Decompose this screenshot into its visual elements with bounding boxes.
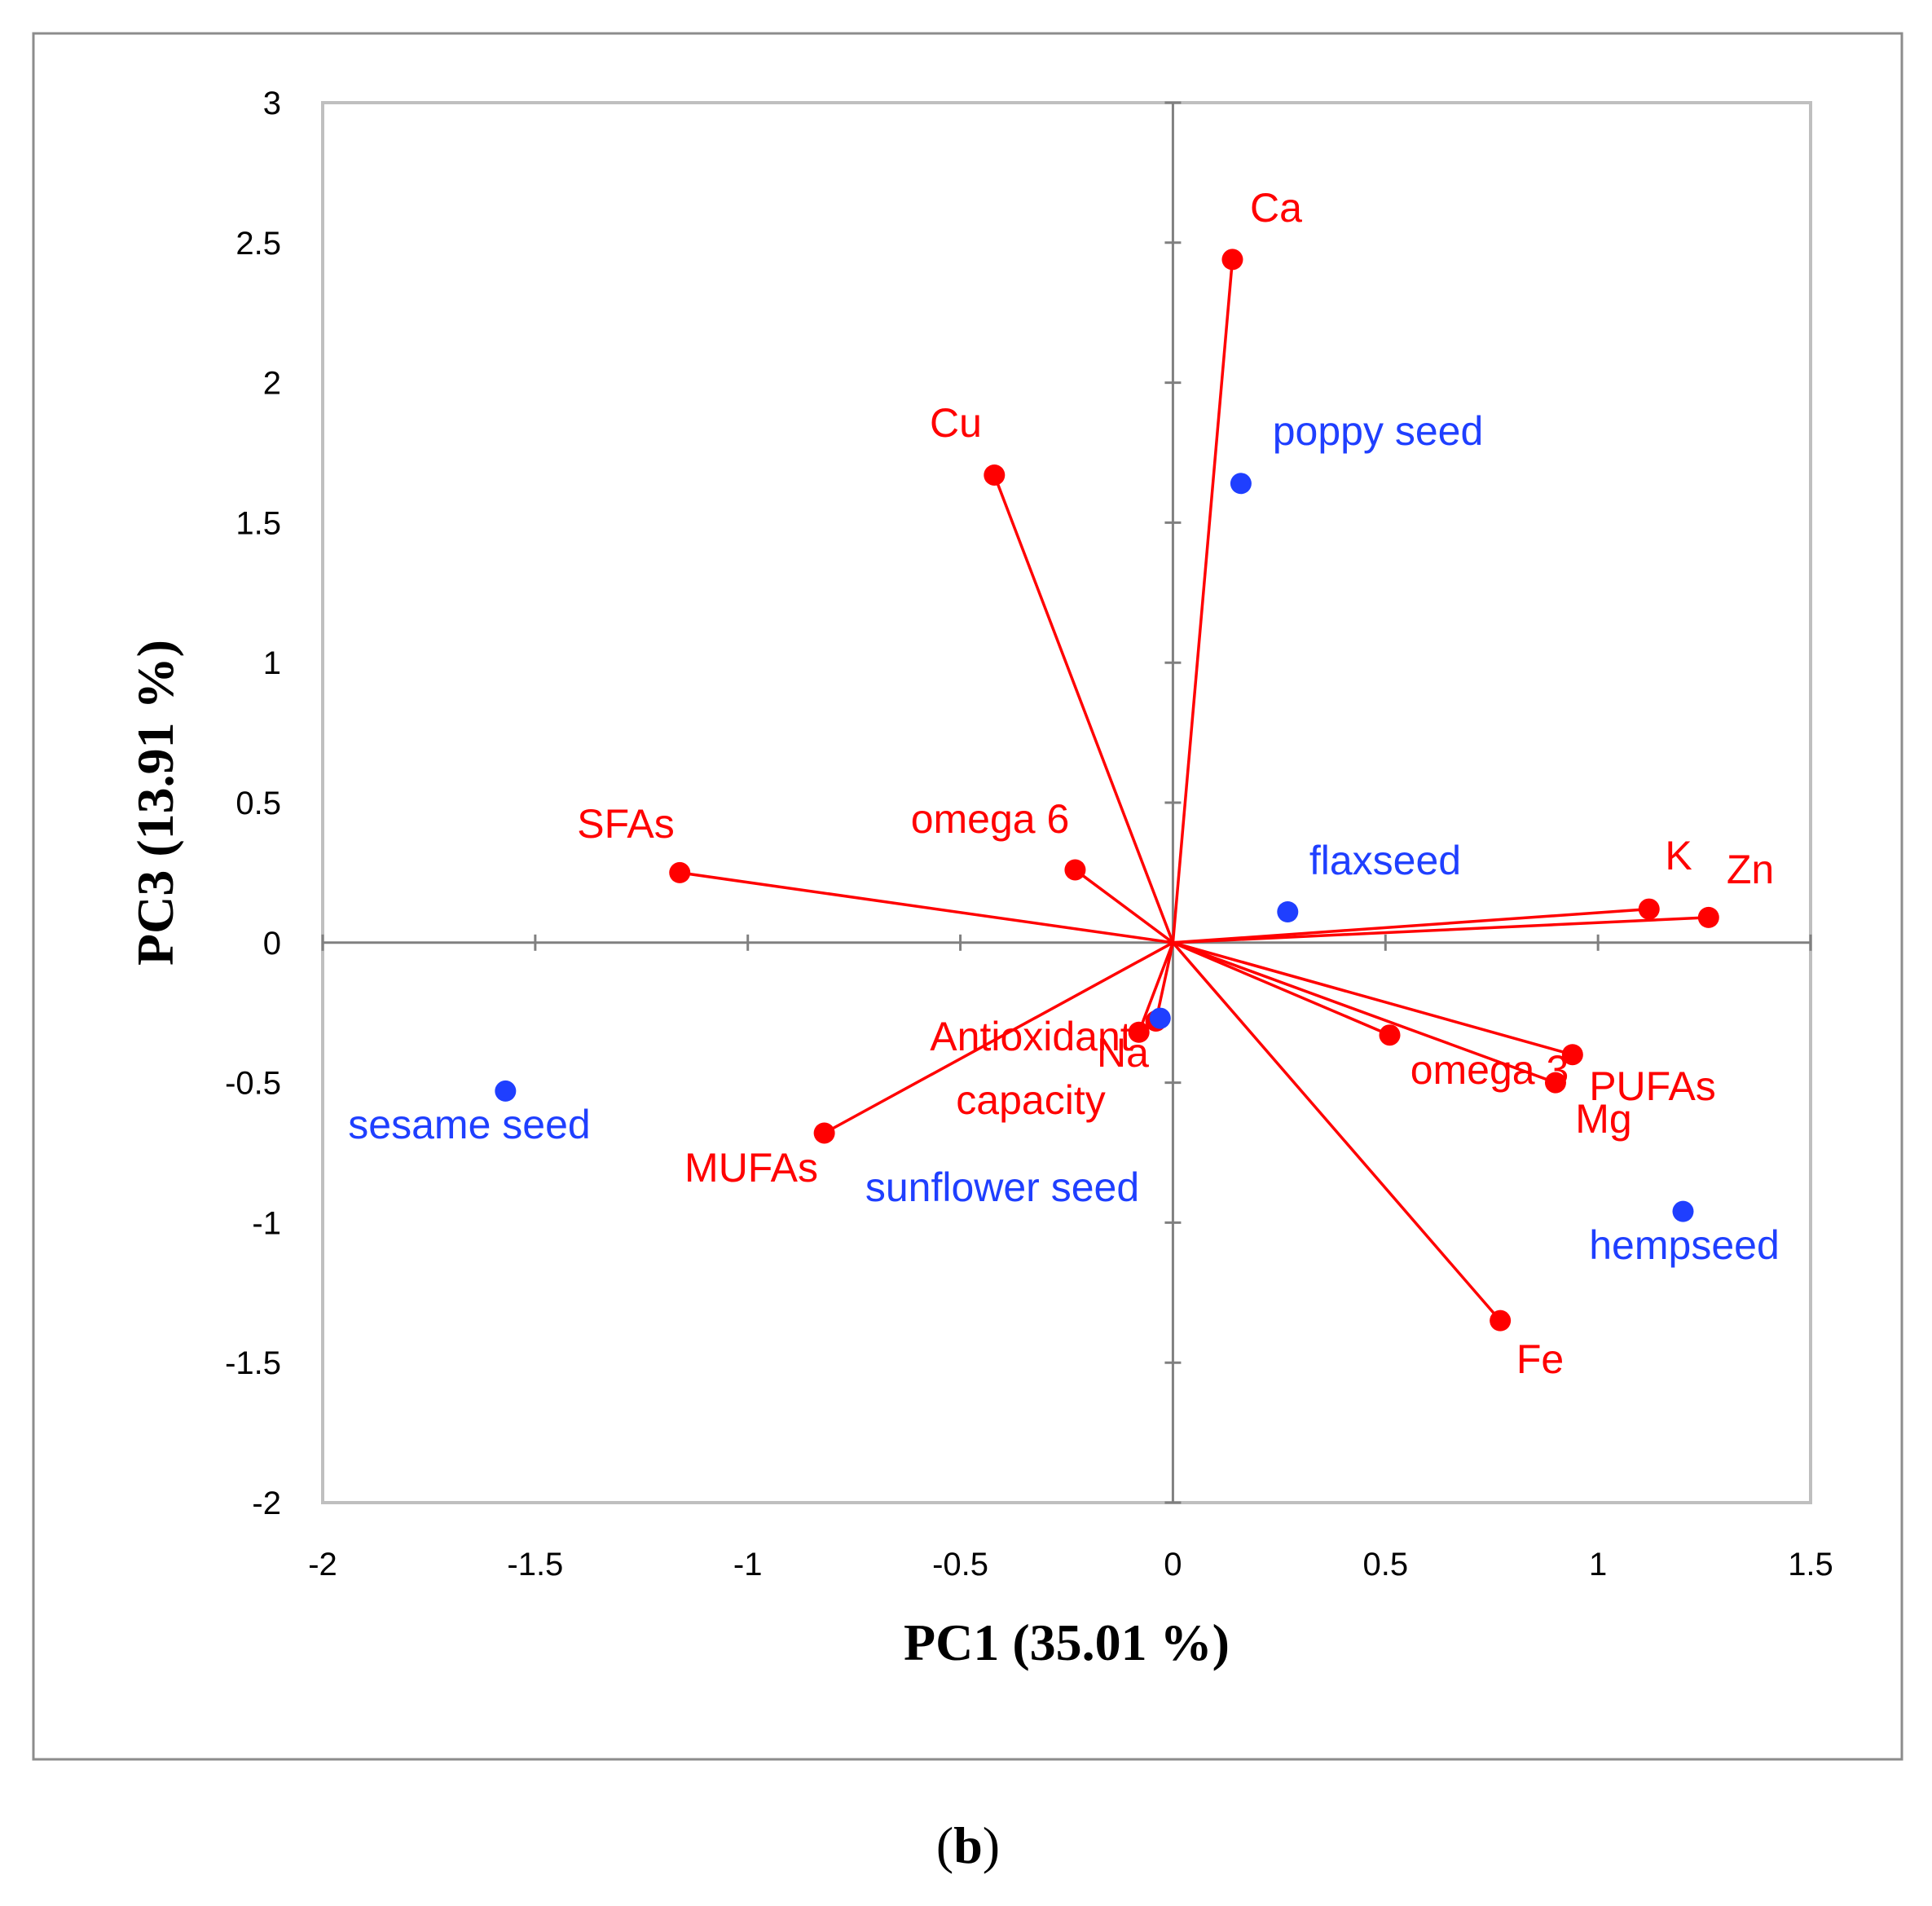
variable-point [1638,898,1660,920]
panel-label-letter: b [953,1816,983,1874]
variable-point [1221,249,1243,271]
panel-label-close: ) [983,1816,1000,1874]
y-tick-label: 1 [263,645,281,681]
sample-point [1672,1200,1694,1222]
loading-vector [1074,869,1174,944]
loading-vector [679,871,1173,944]
x-tick-label: 0.5 [1362,1547,1408,1582]
y-tick-label: 0 [263,926,281,962]
loading-vector [992,474,1175,944]
variable-point [1561,1044,1583,1066]
variable-point [1697,906,1719,928]
y-tick-label: 3 [263,86,281,121]
variable-label: Mg [1575,1096,1631,1142]
loading-vector [1172,941,1573,1056]
sample-label: hempseed [1589,1222,1780,1268]
sample-point [495,1080,517,1102]
loading-vectors [679,259,1709,1322]
y-tick-label: 1.5 [235,505,281,541]
loading-vector [823,941,1174,1134]
sample-label: sunflower seed [865,1164,1139,1210]
loading-vector [1172,941,1502,1322]
x-tick-label: 0 [1164,1547,1182,1582]
y-tick-label: -1.5 [225,1345,281,1381]
loading-vector [1172,941,1556,1085]
variable-point [984,464,1006,486]
variable-label: MUFAs [684,1145,818,1191]
sample-label: flaxseed [1309,838,1461,883]
variable-label: SFAs [577,801,674,847]
loading-vector [1172,941,1391,1037]
loading-vector [1173,907,1649,944]
variable-label: Antioxidant capacity [930,1014,1131,1123]
variable-label: omega 3 [1410,1047,1569,1093]
variable-point [1128,1021,1150,1043]
x-axis-ticks: -2 -1.5 -1 -0.5 0 0.5 1 1.5 [308,934,1833,1582]
variable-label: Na [1097,1030,1149,1076]
x-tick-label: 1.5 [1788,1547,1833,1582]
y-tick-label: 2.5 [235,226,281,262]
y-tick-label: -2 [252,1486,281,1521]
sample-point [1277,901,1299,923]
x-axis-title: PC1 (35.01 %) [904,1613,1230,1671]
y-axis-ticks: -2 -1.5 -1 -0.5 0 0.5 1 1.5 2 2.5 3 [225,86,1182,1521]
y-axis-title: PC3 (13.91 %) [126,640,184,966]
y-tick-label: 2 [263,366,281,402]
variable-point [1064,859,1086,881]
x-tick-label: 1 [1589,1547,1607,1582]
sample-label: sesame seed [348,1102,590,1147]
loading-vector [1138,942,1175,1033]
plot-area-frame [321,101,1812,1504]
loading-vector [1173,916,1709,944]
variable-label: K [1665,833,1692,878]
x-tick-label: -1 [733,1547,763,1582]
variable-point [1379,1024,1401,1046]
x-tick-label: -0.5 [932,1547,988,1582]
y-tick-label: -0.5 [225,1066,281,1102]
variable-label: Cu [930,400,982,446]
variable-label: Fe [1516,1336,1564,1382]
data-points [495,249,1719,1332]
figure-border [32,32,1903,1761]
variable-point [1544,1072,1566,1094]
y-tick-label: 0.5 [235,786,281,821]
loading-vector [1171,259,1234,943]
sample-label: poppy seed [1273,408,1484,454]
variable-label: PUFAs [1589,1063,1716,1109]
variable-point [1490,1310,1512,1332]
variable-label: Ca [1250,185,1302,231]
y-tick-label: -1 [252,1205,281,1241]
variable-point [669,861,691,883]
panel-label-open: ( [936,1816,953,1874]
panel-label: (b) [936,1816,1000,1874]
variable-label: Zn [1727,847,1774,892]
variable-label: omega 6 [911,796,1070,842]
sample-point [1230,473,1252,495]
variable-point [813,1122,835,1144]
x-tick-label: -1.5 [507,1547,563,1582]
sample-point [1149,1007,1171,1029]
x-tick-label: -2 [308,1547,337,1582]
